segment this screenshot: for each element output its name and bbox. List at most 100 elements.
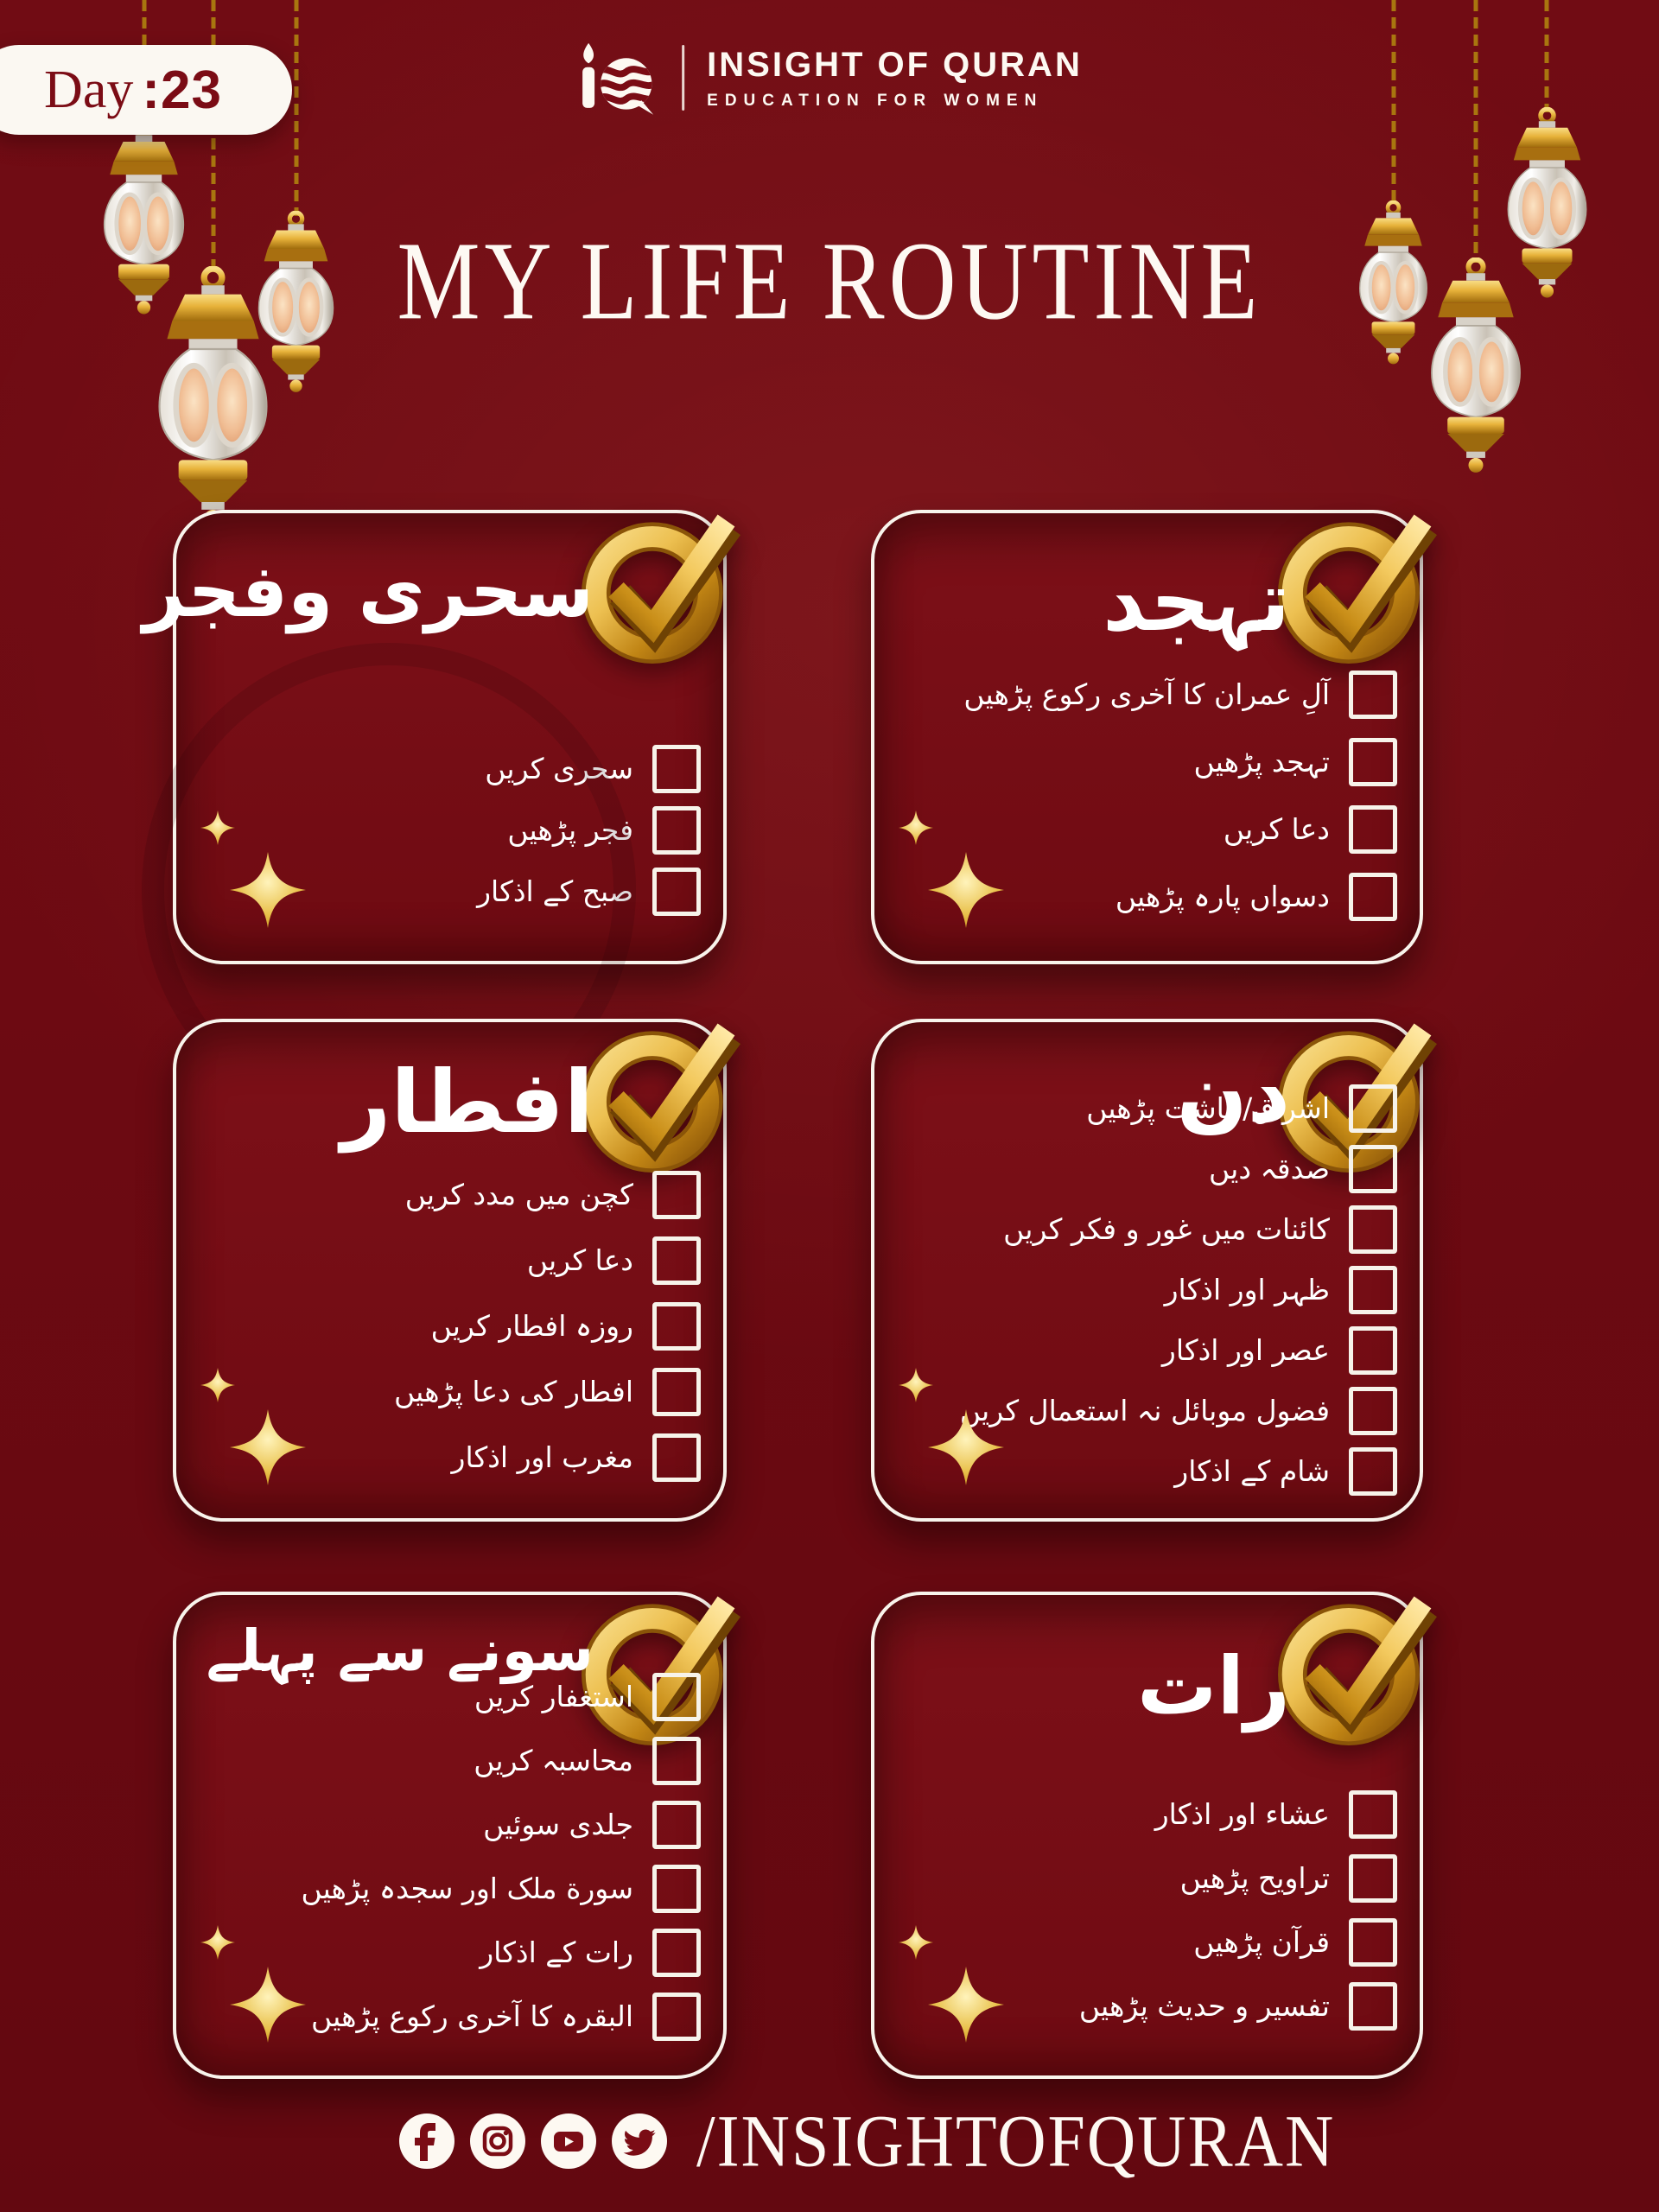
checklist-item: فجر پڑھیں: [507, 806, 701, 855]
checklist-item: جلدی سوئیں: [483, 1801, 701, 1849]
card-title: دن: [1176, 1045, 1290, 1141]
checklist-item: تراویح پڑھیں: [1180, 1854, 1397, 1903]
checkbox[interactable]: [652, 1302, 701, 1351]
item-label: تفسیر و حدیث پڑھیں: [1078, 1989, 1330, 2024]
checkbox[interactable]: [652, 745, 701, 793]
checkbox[interactable]: [1349, 671, 1397, 719]
brand-tagline: EDUCATION FOR WOMEN: [707, 91, 1044, 110]
checkbox[interactable]: [1349, 1982, 1397, 2031]
checklist-item: ظہر اور اذکار: [1165, 1266, 1397, 1314]
checklist-item: سورة ملک اور سجدہ پڑھیں: [301, 1865, 701, 1913]
item-label: شام کے اذکار: [1174, 1454, 1330, 1489]
item-label: دسواں پارہ پڑھیں: [1115, 880, 1330, 914]
checkbox[interactable]: [652, 1368, 701, 1416]
checkbox[interactable]: [1349, 1266, 1397, 1314]
checkbox[interactable]: [652, 1673, 701, 1721]
checkbox[interactable]: [652, 1929, 701, 1977]
checklist-item: افطار کی دعا پڑھیں: [394, 1368, 701, 1416]
checkbox[interactable]: [652, 1236, 701, 1285]
checkbox[interactable]: [652, 1801, 701, 1849]
brand-name: INSIGHT OF QURAN: [707, 45, 1083, 84]
item-label: ظہر اور اذکار: [1164, 1273, 1330, 1307]
item-label: قرآن پڑھیں: [1193, 1925, 1330, 1960]
checkbox[interactable]: [652, 1993, 701, 2041]
item-label: عصر اور اذکار: [1161, 1333, 1330, 1368]
item-label: عشاء اور اذکار: [1154, 1797, 1330, 1832]
gold-check-badge-icon: [578, 1012, 747, 1173]
checkbox[interactable]: [1349, 805, 1397, 854]
checkbox[interactable]: [652, 1171, 701, 1219]
item-label: تہجد پڑھیں: [1193, 745, 1330, 779]
checkbox[interactable]: [1349, 1084, 1397, 1133]
checklist: اشراق/چاشت پڑھیں صدقہ دیں کائنات میں غور و…: [874, 1084, 1420, 1518]
item-label: کچن میں مدد کریں: [404, 1178, 633, 1212]
checklist: کچن میں مدد کریں دعا کریں روزہ افطار کریں ا…: [176, 1171, 723, 1518]
item-label: آلِ عمران کا آخری رکوع پڑھیں: [963, 677, 1330, 712]
checklist-item: صبح کے اذکار: [477, 868, 701, 916]
footer: /INSIGHTOFQURAN: [399, 2089, 1335, 2193]
checklist-item: قرآن پڑھیں: [1193, 1918, 1397, 1967]
logo-text: INSIGHT OF QURAN EDUCATION FOR WOMEN: [707, 46, 1083, 111]
item-label: فجر پڑھیں: [507, 813, 633, 848]
item-label: صبح کے اذکار: [477, 874, 633, 909]
routine-card-tahajjud: تہجد آلِ عمران کا آخری رکوع پڑھیں تہجد پڑ…: [871, 510, 1423, 964]
checkbox[interactable]: [652, 1865, 701, 1913]
item-label: البقرہ کا آخری رکوع پڑھیں: [310, 1999, 633, 2034]
checklist-item: مغرب اور اذکار: [452, 1433, 701, 1482]
checklist-item: تفسیر و حدیث پڑھیں: [1079, 1982, 1397, 2031]
item-label: کائنات میں غور و فکر کریں: [1003, 1212, 1330, 1247]
checkbox[interactable]: [1349, 1326, 1397, 1375]
card-title: سونے سے پہلے: [206, 1618, 594, 1684]
checklist-item: محاسبہ کریں: [474, 1737, 701, 1785]
checkbox[interactable]: [652, 806, 701, 855]
item-label: رات کے اذکار: [480, 1936, 633, 1970]
instagram-icon[interactable]: [470, 2113, 525, 2169]
checkbox[interactable]: [1349, 1387, 1397, 1435]
routine-card-sehri-fajr: سحری وفجر سحری کریں فجر پڑھیں صبح کے اذکار: [143, 510, 727, 964]
checklist: استغفار کریں محاسبہ کریں جلدی سوئیں سورة مل…: [176, 1673, 723, 2075]
checkbox[interactable]: [652, 868, 701, 916]
routine-card-iftar: افطار کچن میں مدد کریں دعا کریں روزہ افطار…: [173, 1019, 727, 1522]
checklist-item: رات کے اذکار: [480, 1929, 701, 1977]
card-title: رات: [1137, 1640, 1290, 1732]
checkbox[interactable]: [1349, 1854, 1397, 1903]
item-label: محاسبہ کریں: [474, 1744, 633, 1778]
checklist-item: استغفار کریں: [474, 1673, 701, 1721]
twitter-icon[interactable]: [612, 2113, 667, 2169]
checklist-item: کائنات میں غور و فکر کریں: [1003, 1205, 1397, 1254]
item-label: جلدی سوئیں: [483, 1808, 633, 1842]
checklist-item: سحری کریں: [485, 745, 701, 793]
social-icons: [399, 2113, 667, 2169]
item-label: استغفار کریں: [474, 1680, 633, 1714]
checkbox[interactable]: [1349, 1918, 1397, 1967]
youtube-icon[interactable]: [541, 2113, 596, 2169]
item-label: سحری کریں: [485, 752, 633, 786]
checklist: آلِ عمران کا آخری رکوع پڑھیں تہجد پڑھیں دع…: [874, 671, 1420, 961]
checklist-item: آلِ عمران کا آخری رکوع پڑھیں: [963, 671, 1397, 719]
facebook-icon[interactable]: [399, 2113, 454, 2169]
page-title: MY LIFE ROUTINE: [397, 219, 1262, 344]
checkbox[interactable]: [1349, 1447, 1397, 1496]
checkbox[interactable]: [1349, 1145, 1397, 1193]
insight-of-quran-logo-icon: [576, 38, 659, 118]
card-title: تہجد: [1103, 553, 1290, 650]
checklist: عشاء اور اذکار تراویح پڑھیں قرآن پڑھیں تفسی…: [874, 1790, 1420, 2075]
checklist-item: تہجد پڑھیں: [1193, 738, 1397, 786]
checklist-item: دعا کریں: [527, 1236, 701, 1285]
checkbox[interactable]: [1349, 1205, 1397, 1254]
checklist-item: دسواں پارہ پڑھیں: [1116, 873, 1397, 921]
item-label: دعا کریں: [1223, 812, 1330, 847]
day-badge: Day :23: [0, 45, 292, 135]
checklist-item: دعا کریں: [1224, 805, 1397, 854]
checklist-item: فضول موبائل نہ استعمال کریں: [960, 1387, 1397, 1435]
checkbox[interactable]: [652, 1433, 701, 1482]
item-label: مغرب اور اذکار: [451, 1440, 633, 1475]
checkbox[interactable]: [1349, 1790, 1397, 1839]
checkbox[interactable]: [652, 1737, 701, 1785]
day-label: Day: [44, 60, 134, 119]
checkbox[interactable]: [1349, 738, 1397, 786]
checkbox[interactable]: [1349, 873, 1397, 921]
day-number: :23: [142, 60, 222, 120]
checklist-item: اشراق/چاشت پڑھیں: [1086, 1084, 1397, 1133]
item-label: تراویح پڑھیں: [1179, 1861, 1330, 1896]
